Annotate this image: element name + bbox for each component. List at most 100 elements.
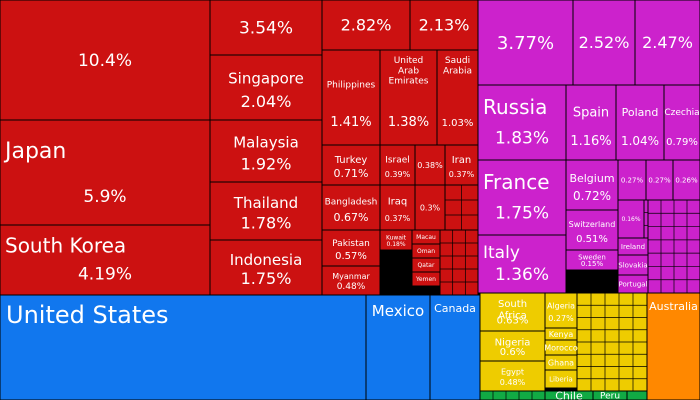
tile-rect bbox=[411, 271, 441, 287]
tile-label: Nigeria bbox=[495, 337, 531, 348]
tile-morocco[interactable]: Morocco bbox=[544, 339, 578, 356]
tile-tile-28[interactable]: 2.52% bbox=[572, 0, 636, 86]
tile-rect bbox=[477, 159, 567, 236]
tile-mexico[interactable]: Mexico bbox=[365, 294, 431, 400]
tile-rect bbox=[634, 0, 700, 86]
tile-algeria[interactable]: Algeria 0.27% bbox=[544, 292, 578, 329]
tile-rect bbox=[617, 274, 649, 294]
tile-label: Myanmar bbox=[332, 272, 370, 281]
tile-value: 0.37% bbox=[385, 214, 411, 223]
tile-united-states[interactable]: United States bbox=[0, 294, 367, 400]
tile-value: 0.16% bbox=[621, 216, 640, 223]
tile-czechia[interactable]: Czechia 0.79% bbox=[663, 84, 700, 161]
tile-canada[interactable]: Canada bbox=[429, 294, 481, 400]
tile-ireland[interactable]: Ireland bbox=[617, 237, 649, 256]
tile-label: Yemen bbox=[415, 276, 436, 283]
tile-singapore[interactable]: Singapore 2.04% bbox=[209, 54, 323, 121]
tile-rect bbox=[617, 199, 645, 239]
tile-rect bbox=[321, 184, 381, 231]
tile-label: Indonesia bbox=[230, 251, 303, 269]
tile-oman[interactable]: Oman bbox=[411, 243, 441, 259]
tile-rect bbox=[477, 234, 567, 294]
tile-rect bbox=[565, 84, 617, 161]
tile-philippines[interactable]: Philippines 1.41% bbox=[321, 49, 381, 146]
tile-value: 1.75% bbox=[241, 269, 292, 288]
tile-malaysia[interactable]: Malaysia 1.92% bbox=[209, 119, 323, 183]
tile-south-korea[interactable]: South Korea 4.19% bbox=[0, 224, 211, 296]
tile-australia[interactable]: Australia bbox=[646, 292, 700, 400]
tile-liberia[interactable]: Liberia bbox=[544, 369, 578, 389]
tile-rect bbox=[672, 159, 700, 201]
tile-label: Iraq bbox=[388, 197, 408, 208]
tile-rect bbox=[0, 294, 367, 400]
tile-rect bbox=[544, 292, 578, 329]
tile-spain[interactable]: Spain 1.16% bbox=[565, 84, 617, 161]
tile-tile-37[interactable]: 0.27% bbox=[645, 159, 674, 201]
tile-peru[interactable]: Peru bbox=[592, 390, 628, 400]
tile-pakistan[interactable]: Pakistan 0.57% bbox=[321, 229, 381, 267]
tile-value: 0.26% bbox=[675, 176, 698, 184]
tile-tile-0[interactable]: 10.4% bbox=[0, 0, 211, 121]
tile-switzerland[interactable]: Switzerland 0.51% bbox=[565, 209, 619, 251]
tile-label: Singapore bbox=[228, 70, 304, 88]
tile-tile-8[interactable]: 2.82% bbox=[321, 0, 411, 51]
tile-ghana[interactable]: Ghana bbox=[544, 354, 578, 371]
tile-tile-27[interactable]: 3.77% bbox=[477, 0, 574, 86]
tile-rect bbox=[321, 0, 411, 51]
tile-label: Peru bbox=[600, 392, 620, 400]
tile-belgium[interactable]: Belgium 0.72% bbox=[565, 159, 619, 211]
tile-bangladesh[interactable]: Bangladesh 0.67% bbox=[321, 184, 381, 231]
tile-value: 1.38% bbox=[388, 115, 429, 130]
tile-rect bbox=[321, 49, 381, 146]
tile-label: South Korea bbox=[5, 234, 126, 258]
tile-rect bbox=[0, 224, 211, 296]
tile-russia[interactable]: Russia 1.83% bbox=[477, 84, 567, 161]
tile-iran[interactable]: Iran 0.37% bbox=[444, 144, 479, 186]
tile-macau[interactable]: Macau bbox=[411, 229, 441, 245]
tile-label: France bbox=[483, 170, 550, 194]
tile-tile-15[interactable]: 0.38% bbox=[414, 144, 446, 186]
tile-iraq[interactable]: Iraq 0.37% bbox=[379, 184, 416, 231]
tile-united-arab-emirates[interactable]: United Arab Emirates 1.38% bbox=[379, 49, 438, 146]
tile-value: 0.39% bbox=[385, 170, 411, 179]
filler-tile bbox=[479, 390, 546, 400]
tile-label: Iran bbox=[452, 155, 472, 166]
tile-rect bbox=[414, 184, 446, 231]
tile-tile-36[interactable]: 0.27% bbox=[617, 159, 647, 201]
tile-label: South Africa bbox=[498, 299, 527, 322]
tile-label: Kenya bbox=[549, 330, 574, 339]
tile-label: Philippines bbox=[327, 80, 376, 90]
tile-tile-38[interactable]: 0.26% bbox=[672, 159, 700, 201]
tile-tile-19[interactable]: 0.3% bbox=[414, 184, 446, 231]
tile-value: 0.51% bbox=[576, 234, 608, 245]
tile-tile-40[interactable]: 0.16% bbox=[617, 199, 645, 239]
tile-rect bbox=[544, 369, 578, 389]
tile-value: 0.27% bbox=[621, 176, 644, 184]
tile-slovakia[interactable]: Slovakia bbox=[617, 254, 649, 276]
tile-value: 0.18% bbox=[386, 241, 405, 248]
tile-poland[interactable]: Poland 1.04% bbox=[615, 84, 665, 161]
tile-france[interactable]: France 1.75% bbox=[477, 159, 567, 236]
tile-japan[interactable]: Japan 5.9% bbox=[0, 119, 211, 226]
tile-portugal[interactable]: Portugal bbox=[617, 274, 649, 294]
tile-tile-29[interactable]: 2.47% bbox=[634, 0, 700, 86]
tile-israel[interactable]: Israel 0.39% bbox=[379, 144, 416, 186]
tile-kenya[interactable]: Kenya bbox=[544, 327, 578, 341]
tile-yemen[interactable]: Yemen bbox=[411, 271, 441, 287]
tile-qatar[interactable]: Qatar bbox=[411, 257, 441, 273]
tile-chile[interactable]: Chile bbox=[544, 389, 594, 400]
tile-tile-3[interactable]: 3.54% bbox=[209, 0, 323, 56]
tile-saudi-arabia[interactable]: Saudi Arabia 1.03% bbox=[436, 49, 479, 146]
tile-value: 0.71% bbox=[334, 167, 369, 180]
tile-tile-9[interactable]: 2.13% bbox=[409, 0, 479, 51]
